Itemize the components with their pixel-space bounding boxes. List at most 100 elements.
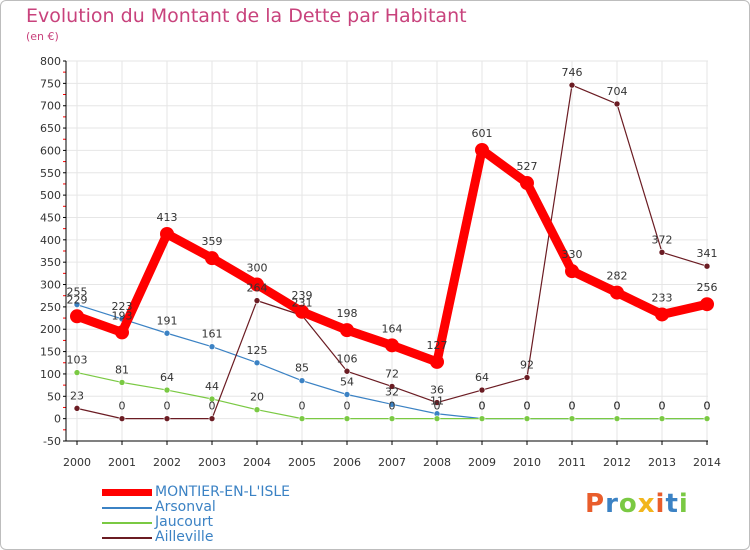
series-point-0 (205, 251, 219, 266)
series-point-2 (433, 415, 441, 422)
data-label-series-1: 54 (340, 376, 354, 389)
series-point-3 (388, 383, 396, 390)
data-label-series-0: 413 (157, 211, 178, 224)
series-point-0 (160, 227, 174, 242)
series-point-0 (655, 307, 669, 322)
series-point-2 (658, 415, 666, 422)
data-label-series-1: 191 (157, 314, 178, 327)
data-label-series-1: 0 (704, 400, 711, 413)
data-label-series-3: 0 (209, 400, 216, 413)
series-point-2 (253, 406, 261, 414)
data-label-series-3: 264 (247, 282, 268, 295)
brand-letter: x (637, 489, 656, 519)
series-point-0 (295, 304, 309, 319)
data-label-series-0: 198 (337, 307, 358, 320)
brand-letter: i (655, 489, 666, 519)
series-point-2 (73, 369, 81, 376)
series-point-2 (343, 415, 351, 422)
series-point-3 (208, 415, 216, 422)
y-tick-label: 800 (40, 55, 61, 68)
data-label-series-2: 0 (389, 400, 396, 413)
x-tick-label: 2005 (288, 456, 316, 469)
x-tick-label: 2008 (423, 456, 451, 469)
series-point-1 (343, 391, 351, 398)
data-label-series-1: 223 (112, 300, 133, 313)
legend-label-arsonval: Arsonval (155, 499, 216, 515)
y-tick-label: 350 (40, 256, 61, 269)
x-tick-label: 2010 (513, 456, 541, 469)
series-point-2 (568, 415, 576, 422)
data-label-series-3: 36 (430, 384, 444, 397)
data-label-series-3: 746 (562, 66, 583, 79)
series-point-3 (253, 297, 261, 304)
legend-swatch-montier (102, 489, 152, 496)
series-point-0 (610, 285, 624, 300)
series-point-3 (73, 405, 81, 412)
y-tick-label: 250 (40, 301, 61, 314)
series-point-2 (703, 415, 711, 422)
data-label-series-1: 0 (569, 400, 576, 413)
series-point-3 (118, 415, 126, 422)
brand-letter: r (605, 489, 619, 519)
data-label-series-3: 23 (70, 389, 84, 402)
x-tick-label: 2014 (693, 456, 721, 469)
series-point-2 (388, 415, 396, 422)
data-label-series-0: 300 (247, 262, 268, 275)
series-point-0 (385, 338, 399, 353)
data-label-series-2: 0 (479, 400, 486, 413)
legend-swatch-arsonval (102, 507, 152, 509)
proxiti-logo: Proxiti (585, 489, 689, 519)
series-point-3 (343, 367, 351, 375)
data-label-series-2: 0 (569, 400, 576, 413)
series-point-2 (523, 415, 531, 422)
x-tick-label: 2002 (153, 456, 181, 469)
y-tick-label: 500 (40, 189, 61, 202)
series-point-0 (520, 176, 534, 191)
x-tick-label: 2001 (108, 456, 136, 469)
series-point-3 (568, 81, 576, 89)
data-label-series-1: 0 (614, 400, 621, 413)
y-tick-label: -50 (43, 435, 61, 448)
data-label-series-2: 0 (524, 400, 531, 413)
data-label-series-2: 0 (614, 400, 621, 413)
data-label-series-0: 601 (472, 127, 493, 140)
y-tick-label: 550 (40, 167, 61, 180)
data-label-series-3: 72 (385, 367, 399, 380)
series-point-3 (433, 399, 441, 406)
x-tick-label: 2006 (333, 456, 361, 469)
legend-label-jaucourt: Jaucourt (155, 514, 213, 530)
series-point-2 (208, 395, 216, 403)
data-label-series-1: 32 (385, 385, 399, 398)
data-label-series-1: 161 (202, 328, 223, 341)
data-label-series-0: 330 (562, 248, 583, 261)
x-tick-label: 2013 (648, 456, 676, 469)
series-point-2 (613, 415, 621, 422)
x-tick-label: 2012 (603, 456, 631, 469)
data-label-series-2: 0 (434, 400, 441, 413)
brand-letter: t (665, 489, 679, 519)
series-point-3 (703, 262, 711, 270)
legend-label-ailleville: Ailleville (155, 529, 214, 545)
series-point-1 (388, 401, 396, 408)
y-tick-label: 300 (40, 279, 61, 292)
data-label-series-0: 256 (697, 281, 718, 294)
data-label-series-2: 81 (115, 363, 129, 376)
series-point-0 (475, 142, 489, 157)
x-tick-label: 2004 (243, 456, 271, 469)
x-tick-label: 2003 (198, 456, 226, 469)
y-tick-label: 50 (47, 390, 61, 403)
data-label-series-3: 92 (520, 359, 534, 372)
data-label-series-2: 64 (160, 371, 174, 384)
data-label-series-0: 527 (517, 160, 538, 173)
series-point-0 (340, 323, 354, 338)
brand-letter: P (585, 489, 606, 519)
series-point-3 (523, 374, 531, 381)
y-tick-label: 600 (40, 144, 61, 157)
x-tick-label: 2000 (63, 456, 91, 469)
x-tick-label: 2011 (558, 456, 586, 469)
data-label-series-3: 64 (475, 371, 489, 384)
data-label-series-2: 0 (344, 400, 351, 413)
series-point-2 (163, 386, 171, 394)
y-tick-label: 700 (40, 100, 61, 113)
series-point-3 (478, 386, 486, 394)
